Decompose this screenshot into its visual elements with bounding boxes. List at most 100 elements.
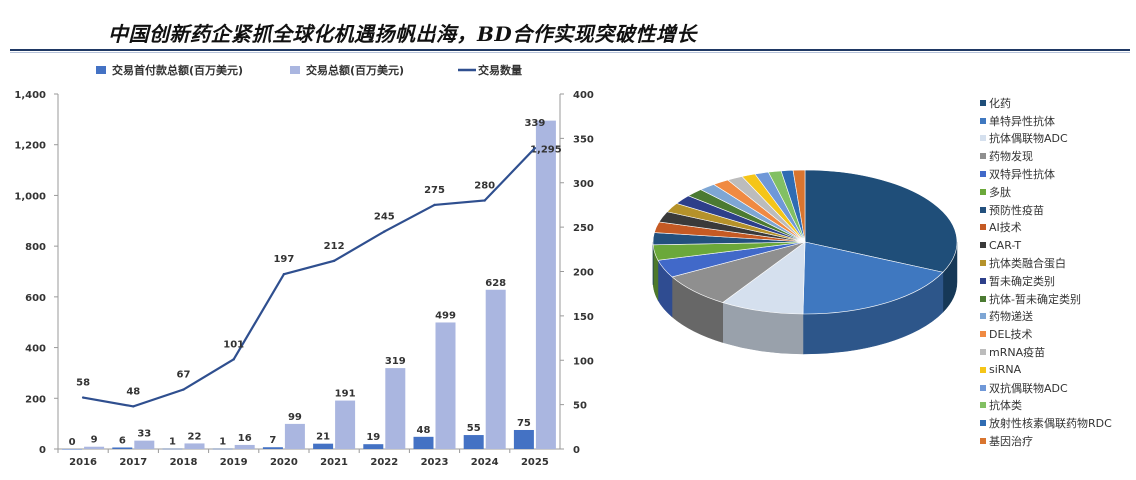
bar-total [185,443,205,449]
bar-upfront [414,437,434,449]
bar-total-label: 319 [385,356,406,367]
pie-legend-item: 抗体类融合蛋白 [980,254,1130,272]
pie-legend-swatch [980,100,986,106]
line-point [283,273,285,275]
pie-legend-label: mRNA疫苗 [989,344,1045,360]
pie-legend-swatch [980,296,986,302]
pie-legend-swatch [980,207,986,213]
pie-legend-item: 化药 [980,94,1130,112]
bar-upfront [112,447,132,449]
line-point [484,199,486,201]
modality-pie-chart [640,150,960,370]
bar-upfront [213,449,233,450]
pie-legend-label: 药物发现 [989,148,1033,164]
line-point-label: 101 [223,339,244,350]
bar-upfront [313,444,333,449]
x-tick-label: 2024 [471,457,499,468]
y-left-tick-label: 0 [39,445,46,456]
y-right-tick-label: 100 [573,356,594,367]
line-point-label: 245 [374,212,395,223]
y-right-tick-label: 300 [573,179,594,190]
y-right-tick-label: 250 [573,223,594,234]
pie-legend-label: 双特异性抗体 [989,166,1055,182]
bar-total [385,368,405,449]
x-tick-label: 2019 [220,457,248,468]
pie-legend-item: siRNA [980,361,1130,379]
bar-upfront-label: 7 [269,435,276,446]
pie-legend-label: 药物递送 [989,308,1033,324]
line-point [132,405,134,407]
pie-legend-item: 放射性核素偶联药物RDC [980,414,1130,432]
y-left-tick-label: 400 [25,344,46,355]
pie-legend-label: 暂未确定类别 [989,273,1055,289]
bar-upfront-label: 0 [69,437,76,448]
pie-legend-item: 预防性疫苗 [980,201,1130,219]
pie-legend-swatch [980,278,986,284]
line-point [233,358,235,360]
pie-legend-swatch [980,420,986,426]
bar-total [436,322,456,449]
x-tick-label: 2025 [521,457,549,468]
pie-legend-label: CAR-T [989,239,1021,252]
pie-legend-label: 预防性疫苗 [989,202,1044,218]
y-left-tick-label: 1,200 [14,141,46,152]
pie-legend-item: 抗体-暂未确定类别 [980,290,1130,308]
x-tick-label: 2022 [370,457,398,468]
line-point [82,396,84,398]
bar-total [285,424,305,449]
bar-total-label: 499 [435,310,456,321]
bar-upfront [163,449,183,450]
pie-legend-item: 多肽 [980,183,1130,201]
pie-legend-swatch [980,118,986,124]
pie-legend-item: 暂未确定类别 [980,272,1130,290]
line-point-label: 48 [126,386,140,397]
pie-legend-label: 抗体偶联物ADC [989,130,1068,146]
bar-upfront-label: 19 [366,432,380,443]
bar-upfront-label: 48 [417,425,431,436]
pie-legend-swatch [980,242,986,248]
bar-upfront-label: 1 [219,437,226,448]
pie-legend-swatch [980,224,986,230]
bar-total-label: 191 [335,389,356,400]
bar-upfront [62,449,82,450]
pie-legend-swatch [980,260,986,266]
pie-legend-item: 单特异性抗体 [980,112,1130,130]
bar-upfront-label: 75 [517,418,531,429]
pie-top [653,170,957,314]
bar-total [134,441,154,449]
pie-legend-item: DEL技术 [980,325,1130,343]
pie-legend-label: 抗体类融合蛋白 [989,255,1066,271]
page-title: 中国创新药企紧抓全球化机遇扬帆出海，BD合作实现突破性增长 [108,18,697,47]
x-tick-label: 2017 [119,457,147,468]
line-point [534,147,536,149]
bar-total [235,445,255,449]
legend-label: 交易首付款总额(百万美元) [112,63,243,77]
bar-upfront [514,430,534,449]
pie-legend-label: siRNA [989,363,1021,376]
y-right-tick-label: 0 [573,445,580,456]
line-point-label: 275 [424,185,445,196]
y-right-tick-label: 150 [573,312,594,323]
y-right-tick-label: 50 [573,401,587,412]
pie-legend-item: 基因治疗 [980,432,1130,450]
pie-legend-item: AI技术 [980,219,1130,237]
pie-legend-swatch [980,349,986,355]
y-right-tick-label: 200 [573,268,594,279]
pie-legend-item: mRNA疫苗 [980,343,1130,361]
pie-legend-swatch [980,438,986,444]
bar-total [486,290,506,449]
pie-legend-label: 基因治疗 [989,433,1033,449]
pie-legend-item: 双抗偶联物ADC [980,379,1130,397]
line-point [383,230,385,232]
pie-legend-swatch [980,189,986,195]
bar-upfront [363,444,383,449]
x-tick-label: 2021 [320,457,348,468]
legend-swatch [96,66,106,74]
pie-legend-item: 药物发现 [980,147,1130,165]
pie-legend-swatch [980,153,986,159]
bar-total-label: 628 [485,278,506,289]
bar-total-label: 9 [91,435,98,446]
x-tick-label: 2020 [270,457,298,468]
line-point-label: 212 [324,241,345,252]
